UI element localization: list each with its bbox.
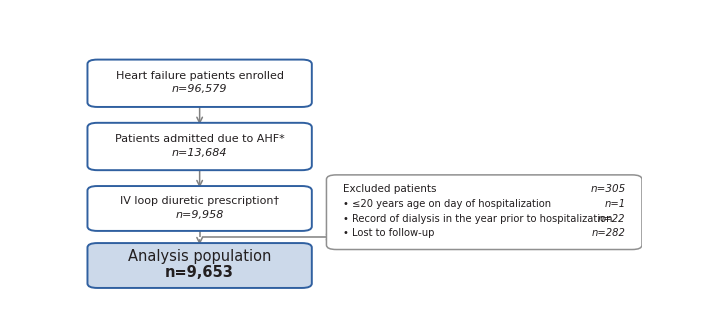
Text: • Record of dialysis in the year prior to hospitalization: • Record of dialysis in the year prior t… <box>343 213 612 223</box>
Text: n=305: n=305 <box>590 184 625 194</box>
FancyBboxPatch shape <box>88 60 312 107</box>
Text: n=9,958: n=9,958 <box>175 210 224 220</box>
Text: n=13,684: n=13,684 <box>172 148 227 158</box>
FancyBboxPatch shape <box>88 123 312 170</box>
Text: n=282: n=282 <box>592 228 625 238</box>
Text: Patients admitted due to AHF*: Patients admitted due to AHF* <box>115 134 284 144</box>
FancyBboxPatch shape <box>88 243 312 288</box>
Text: n=22: n=22 <box>598 213 625 223</box>
Text: n=96,579: n=96,579 <box>172 84 227 94</box>
Text: Heart failure patients enrolled: Heart failure patients enrolled <box>116 71 284 81</box>
Text: • Lost to follow-up: • Lost to follow-up <box>343 228 434 238</box>
Text: IV loop diuretic prescription†: IV loop diuretic prescription† <box>120 196 279 206</box>
Text: Excluded patients: Excluded patients <box>343 184 436 194</box>
Text: Analysis population: Analysis population <box>128 249 272 264</box>
Text: n=1: n=1 <box>605 199 625 209</box>
Text: n=9,653: n=9,653 <box>165 265 234 280</box>
FancyBboxPatch shape <box>88 186 312 231</box>
FancyBboxPatch shape <box>327 175 642 250</box>
Text: • ≤20 years age on day of hospitalization: • ≤20 years age on day of hospitalizatio… <box>343 199 551 209</box>
